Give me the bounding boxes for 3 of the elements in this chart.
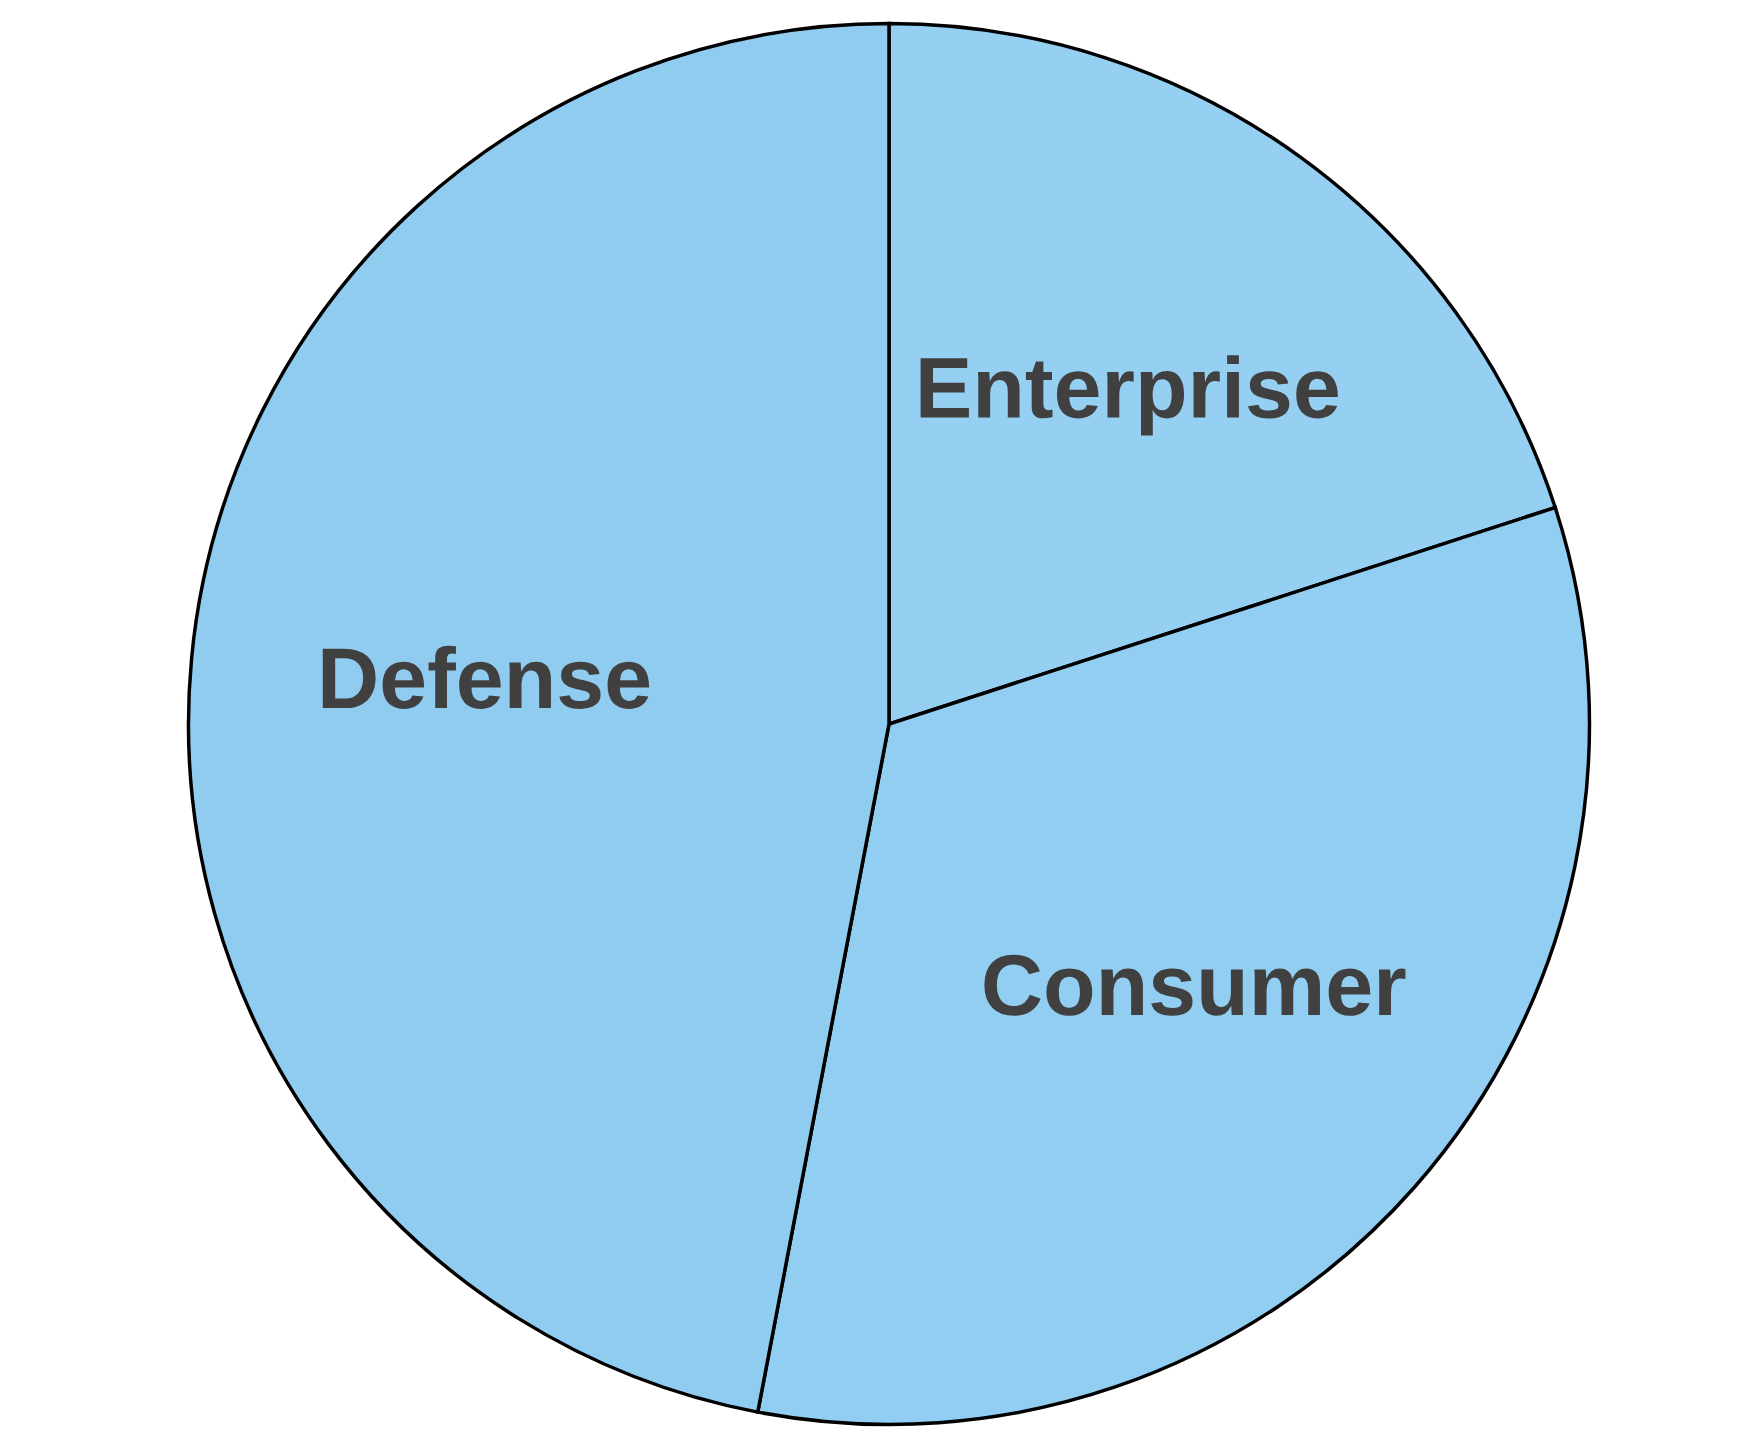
slice-label: Defense [322,645,650,709]
slice-label: Enterprise [920,355,1338,436]
slice-label: Consumer [984,954,1406,1016]
